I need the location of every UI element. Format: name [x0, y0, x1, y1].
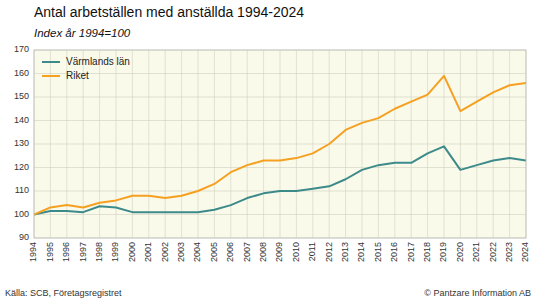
x-tick-label: 1995: [45, 242, 55, 262]
x-tick-label: 1997: [78, 242, 88, 262]
x-grid-line: [493, 50, 494, 238]
x-grid-line: [427, 50, 428, 238]
x-grid-line: [345, 50, 346, 238]
x-tick-label: 2015: [373, 242, 383, 262]
x-grid-line: [230, 50, 231, 238]
x-tick-label: 2024: [520, 242, 530, 262]
x-grid-line: [116, 50, 117, 238]
x-tick-label: 2014: [356, 242, 366, 262]
x-tick-label: 2008: [258, 242, 268, 262]
x-grid-line: [476, 50, 477, 238]
x-tick-label: 1994: [28, 242, 38, 262]
x-tick-label: 2016: [389, 242, 399, 262]
legend: Värmlands län Riket: [42, 56, 130, 81]
x-grid-line: [148, 50, 149, 238]
x-grid-line: [247, 50, 248, 238]
x-grid-line: [50, 50, 51, 238]
series-line: [34, 76, 526, 215]
x-grid-line: [411, 50, 412, 238]
y-tick-label: 110: [15, 185, 29, 195]
x-tick-label: 2019: [438, 242, 448, 262]
x-tick-label: 2009: [274, 242, 284, 262]
x-tick-label: 2000: [127, 242, 137, 262]
x-tick-label: 2001: [143, 242, 153, 262]
x-tick-label: 2021: [471, 242, 481, 262]
chart: 90 100 110 120 130 140 150 160 170 1994 1995 1996 19…: [0, 0, 536, 301]
source-left: Källa: SCB, Företagsregistret: [5, 288, 122, 298]
y-tick-label: 130: [14, 138, 29, 148]
y-tick-label: 140: [14, 115, 29, 125]
x-tick-label: 2018: [422, 242, 432, 262]
subtitle: Index år 1994=100: [34, 27, 131, 39]
x-tick-label: 2022: [488, 242, 498, 262]
x-grid-line: [198, 50, 199, 238]
grid: [34, 50, 526, 238]
x-tick-label: 2012: [324, 242, 334, 262]
legend-label: Värmlands län: [66, 56, 130, 67]
x-tick-label: 2011: [307, 242, 317, 261]
y-tick-label: 150: [14, 91, 29, 101]
x-tick-label: 2013: [340, 242, 350, 262]
x-tick-label: 2005: [209, 242, 219, 262]
x-grid-line: [362, 50, 363, 238]
x-tick-label: 1996: [61, 242, 71, 262]
x-grid-line: [378, 50, 379, 238]
title: Antal arbetställen med anställda 1994-20…: [34, 4, 304, 20]
plot-frame: [34, 50, 526, 238]
legend-swatch: [42, 75, 60, 77]
x-tick-label: 1998: [94, 242, 104, 262]
lines: [34, 76, 526, 215]
x-grid-line: [132, 50, 133, 238]
x-tick-label: 2023: [504, 242, 514, 262]
series-line: [34, 146, 526, 214]
y-tick-label: 100: [14, 209, 29, 219]
y-tick-label: 170: [14, 44, 29, 54]
plot-area: [34, 50, 526, 238]
x-grid-line: [460, 50, 461, 238]
x-grid-line: [312, 50, 313, 238]
x-tick-label: 1999: [110, 242, 120, 262]
x-grid-line: [263, 50, 264, 238]
x-grid-line: [509, 50, 510, 238]
x-tick-label: 2020: [455, 242, 465, 262]
x-grid-line: [99, 50, 100, 238]
y-tick-label: 90: [19, 232, 29, 242]
x-tick-label: 2003: [176, 242, 186, 262]
x-tick-label: 2017: [406, 242, 416, 262]
source-right: © Pantzare Information AB: [424, 288, 531, 298]
x-grid-line: [296, 50, 297, 238]
y-tick-label: 120: [14, 162, 29, 172]
x-grid-line: [394, 50, 395, 238]
x-grid-line: [181, 50, 182, 238]
x-tick-label: 2002: [160, 242, 170, 262]
x-grid-line: [165, 50, 166, 238]
x-grid-line: [280, 50, 281, 238]
x-tick-label: 2010: [291, 242, 301, 262]
x-tick-label: 2004: [192, 242, 202, 262]
legend-swatch: [42, 61, 60, 63]
x-tick-label: 2007: [242, 242, 252, 262]
y-tick-label: 160: [14, 68, 29, 78]
legend-label: Riket: [66, 70, 89, 81]
x-tick-label: 2006: [225, 242, 235, 262]
